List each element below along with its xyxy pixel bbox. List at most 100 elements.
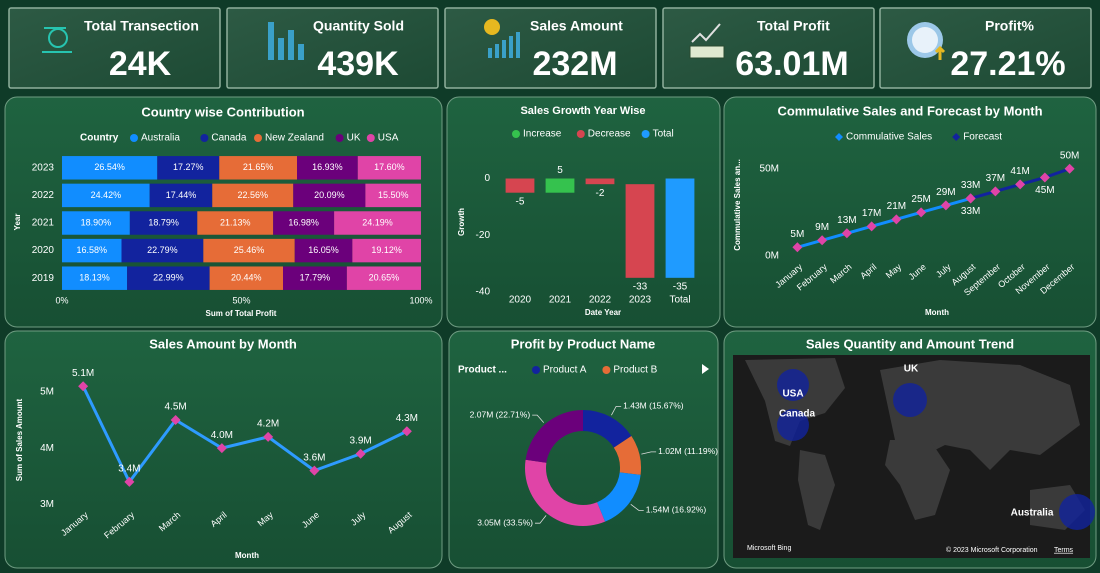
bar-segment (283, 266, 347, 290)
bar-segment (62, 266, 128, 290)
legend-swatch (335, 134, 344, 142)
y-tick-label: 50M (760, 163, 779, 174)
x-axis-label: Month (235, 551, 259, 560)
kpi-value: 232M (532, 45, 617, 83)
bar-segment (203, 238, 295, 263)
chart-title: Commulative Sales and Forecast by Month (777, 103, 1042, 118)
data-label: 17M (862, 208, 881, 219)
legend-scroll-arrow[interactable] (702, 364, 709, 374)
data-label: 20.44% (231, 273, 262, 283)
bar (625, 184, 655, 278)
data-label: 4.0M (211, 430, 233, 441)
y-axis-label: Commulative Sales an... (733, 159, 742, 251)
data-label: 21.65% (243, 162, 274, 172)
bar-segment (62, 183, 150, 208)
data-label: -35 (673, 281, 688, 292)
legend-swatch (532, 366, 540, 374)
marker (866, 221, 877, 232)
bar-segment (62, 238, 122, 263)
kpi-label: Total Profit (757, 18, 830, 34)
data-label: 2.07M (22.71%) (470, 409, 531, 419)
kpi-icon (907, 22, 946, 60)
bar (665, 178, 695, 278)
legend-label: New Zealand (265, 133, 324, 144)
data-label: 16.98% (288, 217, 319, 227)
y-tick-label: 2021 (32, 218, 55, 229)
legend-swatch (130, 134, 138, 142)
chart-title: Sales Quantity and Amount Trend (806, 336, 1014, 351)
bar-segment (121, 238, 204, 263)
kpi-value: 24K (109, 45, 172, 83)
x-tick-label: 100% (409, 295, 432, 305)
bar-segment (352, 238, 421, 263)
data-label: 20.65% (369, 273, 400, 283)
data-label: -5 (516, 196, 525, 207)
x-axis-label: Date Year (585, 308, 621, 317)
map-bubble[interactable] (777, 369, 809, 401)
data-label: 18.90% (81, 217, 112, 227)
bar-segment (212, 183, 294, 208)
data-label: 15.50% (378, 190, 409, 200)
kpi-icon (689, 23, 725, 59)
marker (891, 214, 902, 225)
land (798, 450, 835, 530)
data-label: 22.99% (153, 273, 184, 283)
bar-segment (273, 211, 335, 235)
data-label: 3.6M (303, 452, 325, 463)
y-tick-label: -20 (476, 230, 491, 241)
data-label: 33M (961, 180, 980, 191)
data-label: -33 (633, 281, 648, 292)
chart-title: Profit by Product Name (511, 336, 655, 351)
x-axis-label: Sum of Total Profit (206, 309, 277, 318)
legend-label: Forecast (963, 132, 1002, 143)
marker (124, 476, 135, 487)
kpi-label: Profit% (985, 18, 1035, 34)
kpi-icon (42, 27, 72, 53)
map-bubble[interactable] (893, 383, 927, 417)
data-label: 26.54% (94, 162, 125, 172)
data-label: 5M (790, 229, 804, 240)
marker (817, 235, 828, 246)
data-label: 50M (1060, 150, 1079, 161)
data-label: 17.60% (374, 162, 405, 172)
data-label: 19.12% (371, 245, 402, 255)
data-label: 22.79% (147, 245, 178, 255)
kpi-label: Total Transection (84, 18, 199, 34)
chart-title: Sales Growth Year Wise (520, 105, 645, 117)
map-terms[interactable]: Terms (1054, 547, 1074, 554)
x-tick-label: 2023 (629, 295, 652, 306)
leader-line (630, 503, 644, 511)
marker (355, 448, 366, 459)
legend-label: UK (347, 133, 361, 144)
bar-segment (219, 156, 298, 180)
map-bubble[interactable] (777, 409, 809, 441)
data-label: 20.09% (314, 190, 345, 200)
legend-swatch (512, 130, 520, 138)
marker (1015, 179, 1026, 190)
data-label: 29M (936, 187, 955, 198)
bar-segment (197, 211, 274, 235)
map-bubble[interactable] (1059, 494, 1095, 530)
marker (170, 415, 181, 425)
legend-label: Australia (141, 133, 180, 144)
data-label: 4.3M (396, 413, 418, 424)
legend-label: Product A (543, 365, 587, 376)
bar-segment (129, 211, 198, 235)
y-axis-label: Year (13, 214, 22, 231)
bar-segment (157, 156, 220, 180)
bar-segment (293, 183, 366, 208)
data-label: 5 (557, 165, 563, 176)
bar-segment (127, 266, 210, 290)
marker (1064, 163, 1075, 174)
y-tick-label: 3M (40, 499, 54, 510)
map-label: USA (782, 389, 803, 400)
bar-segment (365, 183, 422, 208)
bar-segment (346, 266, 421, 290)
kpi-label: Quantity Sold (313, 18, 404, 34)
kpi-value: 63.01M (735, 45, 848, 83)
data-label: 1.43M (15.67%) (623, 401, 684, 411)
data-label: 4.2M (257, 419, 279, 430)
legend-label: Canada (211, 133, 246, 144)
leader-line (611, 405, 622, 416)
map-label: Australia (1011, 508, 1054, 519)
